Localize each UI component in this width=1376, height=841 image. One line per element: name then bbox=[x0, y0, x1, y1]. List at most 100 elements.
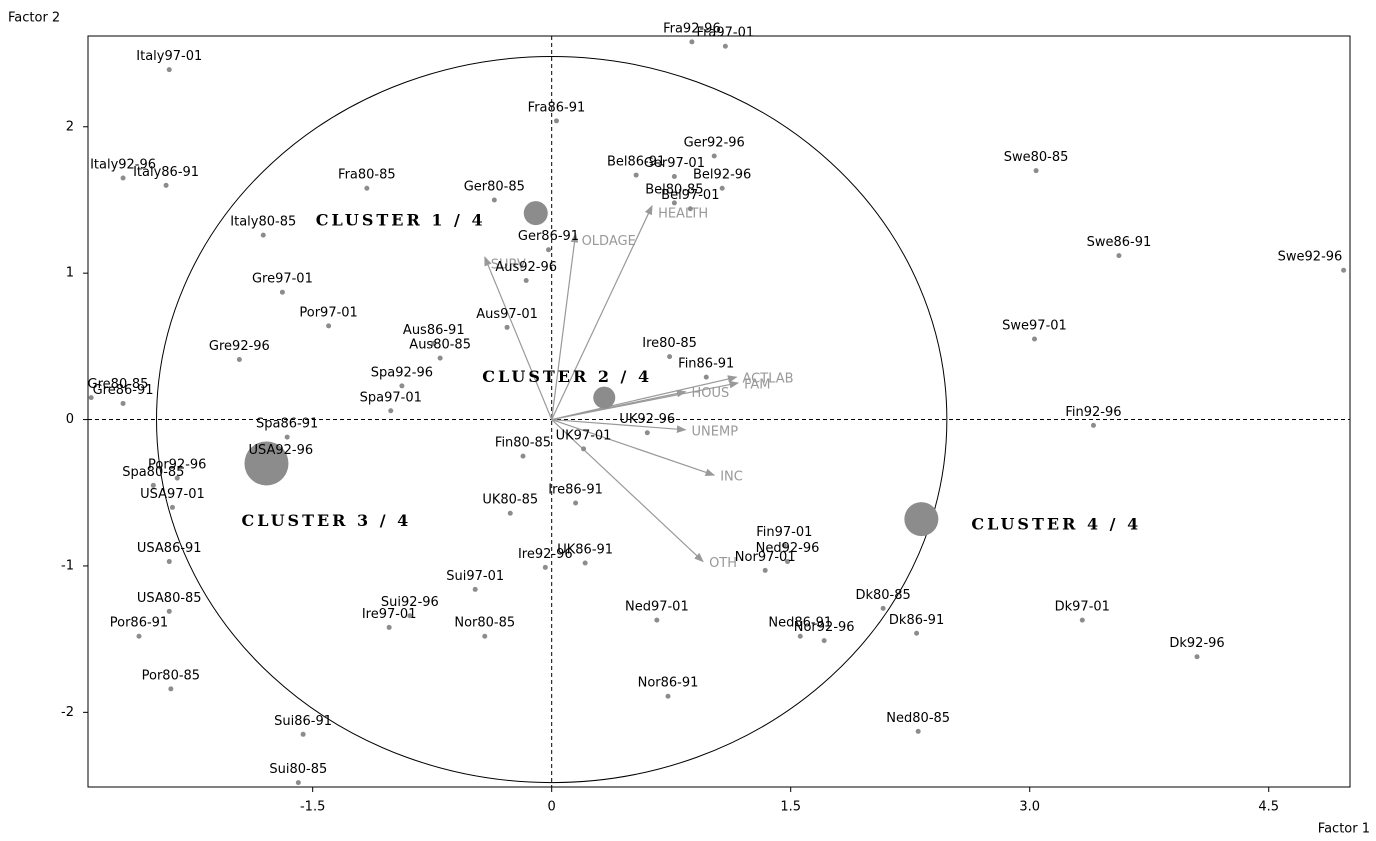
loading-vector bbox=[551, 418, 716, 477]
point bbox=[407, 613, 413, 619]
point-label: Por86-91 bbox=[110, 616, 168, 631]
point-label: Ire80-85 bbox=[642, 336, 697, 351]
point-label: Fra92-96 bbox=[663, 21, 721, 36]
point bbox=[573, 500, 579, 506]
point-label: Bel80-85 bbox=[645, 182, 703, 197]
point-label: Italy97-01 bbox=[136, 49, 202, 64]
point-label: Bel92-96 bbox=[693, 168, 751, 183]
point-label: Fin92-96 bbox=[1065, 405, 1121, 420]
point bbox=[482, 633, 488, 639]
point bbox=[665, 693, 671, 699]
point-label: Fin97-01 bbox=[756, 525, 812, 540]
point-label: USA92-96 bbox=[248, 443, 313, 458]
point bbox=[553, 118, 559, 124]
point-label: Nor97-01 bbox=[735, 550, 796, 565]
point-label: Dk80-85 bbox=[855, 588, 910, 603]
point bbox=[797, 633, 803, 639]
y-tick-label: 0 bbox=[66, 412, 74, 427]
point-label: Ger86-91 bbox=[518, 229, 579, 244]
point bbox=[166, 559, 172, 565]
point-label: Sui80-85 bbox=[269, 762, 327, 777]
point bbox=[671, 174, 677, 180]
point bbox=[667, 354, 673, 360]
point bbox=[150, 482, 156, 488]
point-label: Aus86-91 bbox=[403, 323, 465, 338]
point-label: Sui92-96 bbox=[381, 595, 439, 610]
x-tick-label: 0 bbox=[548, 800, 556, 815]
point-label: Italy86-91 bbox=[133, 165, 199, 180]
vector-label: HOUS bbox=[692, 386, 730, 401]
plot-frame bbox=[87, 35, 1351, 788]
cluster-center bbox=[904, 502, 939, 537]
point-label: UK80-85 bbox=[482, 493, 538, 508]
point bbox=[703, 374, 709, 380]
cluster-center bbox=[523, 201, 548, 226]
vector-label: SURV bbox=[491, 258, 526, 273]
point-label: Ger80-85 bbox=[464, 179, 525, 194]
point bbox=[507, 510, 513, 516]
point-label: Nor86-91 bbox=[638, 676, 699, 691]
point-label: UK86-91 bbox=[557, 543, 613, 558]
point-label: Swe97-01 bbox=[1002, 319, 1067, 334]
point bbox=[762, 567, 768, 573]
point-label: Aus97-01 bbox=[476, 307, 538, 322]
point-label: USA86-91 bbox=[137, 541, 202, 556]
point bbox=[880, 605, 886, 611]
point-label: Italy92-96 bbox=[90, 158, 156, 173]
point bbox=[722, 43, 728, 49]
point bbox=[136, 633, 142, 639]
point-label: Por80-85 bbox=[142, 668, 200, 683]
point bbox=[504, 324, 510, 330]
point-label: Gre92-96 bbox=[209, 339, 270, 354]
point bbox=[1079, 617, 1085, 623]
point-label: Ire92-96 bbox=[518, 547, 573, 562]
point bbox=[163, 182, 169, 188]
point bbox=[914, 630, 920, 636]
point bbox=[821, 638, 827, 644]
point bbox=[1033, 168, 1039, 174]
point bbox=[260, 232, 266, 238]
loading-vector bbox=[551, 389, 687, 421]
point-label: Swe80-85 bbox=[1004, 150, 1069, 165]
point bbox=[166, 608, 172, 614]
point bbox=[644, 430, 650, 436]
point-label: Spa80-85 bbox=[122, 465, 184, 480]
point-label: UK92-96 bbox=[619, 412, 675, 427]
point-label: Nor92-96 bbox=[794, 620, 855, 635]
point bbox=[582, 560, 588, 566]
loading-vector bbox=[551, 418, 687, 433]
point bbox=[300, 731, 306, 737]
point-label: USA97-01 bbox=[140, 487, 205, 502]
vector-label: HEALTH bbox=[658, 206, 708, 221]
loading-vector bbox=[551, 419, 704, 563]
point-label: Swe86-91 bbox=[1087, 235, 1152, 250]
point bbox=[1341, 267, 1347, 273]
loading-vector bbox=[551, 232, 579, 420]
point bbox=[279, 289, 285, 295]
point bbox=[1032, 336, 1037, 342]
cluster-label: CLUSTER 1 / 4 bbox=[316, 211, 486, 230]
y-tick-label: 1 bbox=[66, 266, 74, 281]
point bbox=[719, 185, 725, 191]
loading-vector bbox=[484, 256, 553, 420]
point bbox=[633, 172, 639, 178]
point bbox=[88, 395, 94, 401]
point-label: Gre80-85 bbox=[88, 377, 149, 392]
point bbox=[295, 780, 301, 786]
point-label: Dk92-96 bbox=[1169, 636, 1224, 651]
point bbox=[399, 383, 405, 389]
point bbox=[364, 185, 370, 191]
point-label: Fin80-85 bbox=[495, 436, 551, 451]
point bbox=[1116, 253, 1122, 259]
point-label: Dk97-01 bbox=[1055, 600, 1110, 615]
point-label: Fra80-85 bbox=[338, 168, 396, 183]
point bbox=[169, 504, 175, 510]
point-label: Bel97-01 bbox=[661, 188, 719, 203]
point-label: Ned80-85 bbox=[886, 711, 950, 726]
vector-label: FAM bbox=[744, 377, 770, 392]
point-label: Swe92-96 bbox=[1278, 250, 1343, 265]
x-tick-label: 3.0 bbox=[1019, 800, 1040, 815]
point-label: Spa97-01 bbox=[360, 390, 422, 405]
point-label: Spa92-96 bbox=[371, 365, 433, 380]
point-label: Bel86-91 bbox=[607, 155, 665, 170]
